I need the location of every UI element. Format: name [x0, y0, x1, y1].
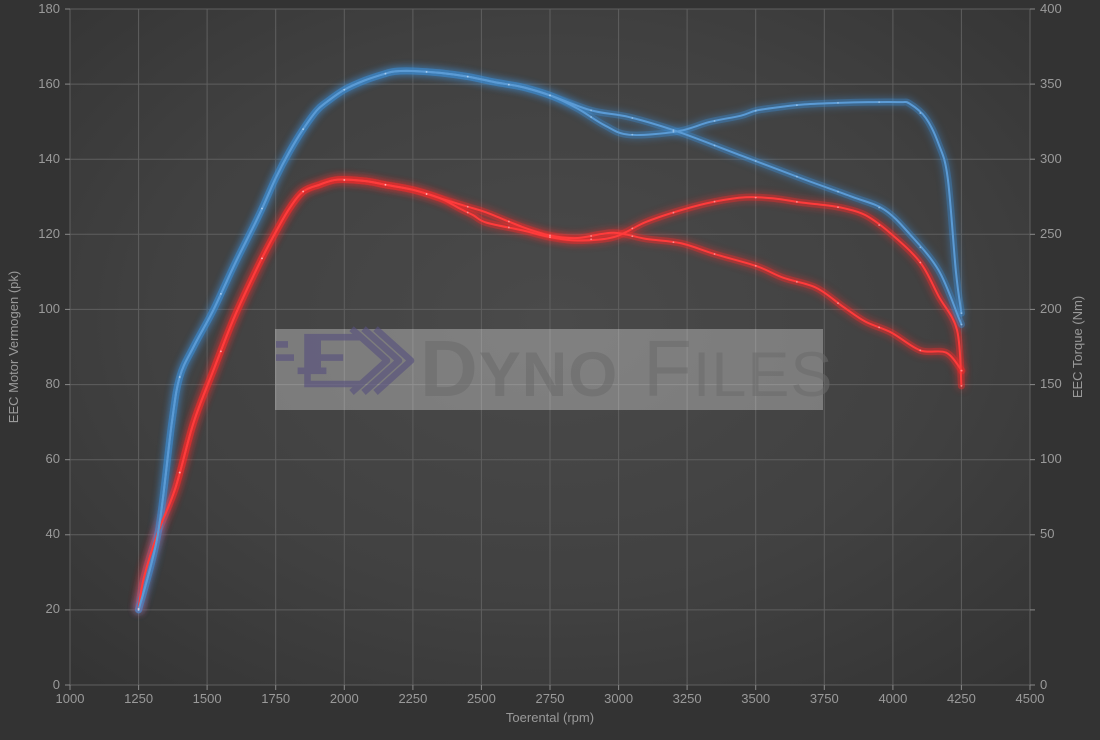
svg-text:150: 150 [1040, 376, 1062, 391]
svg-text:60: 60 [46, 451, 60, 466]
svg-text:80: 80 [46, 376, 60, 391]
svg-text:100: 100 [38, 301, 60, 316]
svg-text:3250: 3250 [673, 691, 702, 706]
svg-text:0: 0 [1040, 677, 1047, 692]
svg-text:1500: 1500 [193, 691, 222, 706]
svg-text:350: 350 [1040, 76, 1062, 91]
svg-text:3500: 3500 [741, 691, 770, 706]
svg-text:140: 140 [38, 151, 60, 166]
svg-text:200: 200 [1040, 301, 1062, 316]
svg-text:120: 120 [38, 226, 60, 241]
svg-text:4500: 4500 [1016, 691, 1045, 706]
svg-text:2000: 2000 [330, 691, 359, 706]
svg-text:2250: 2250 [398, 691, 427, 706]
svg-text:100: 100 [1040, 451, 1062, 466]
svg-text:50: 50 [1040, 526, 1054, 541]
svg-text:20: 20 [46, 601, 60, 616]
svg-text:Toerental (rpm): Toerental (rpm) [506, 710, 594, 725]
svg-text:1750: 1750 [261, 691, 290, 706]
svg-text:4250: 4250 [947, 691, 976, 706]
svg-text:1000: 1000 [56, 691, 85, 706]
svg-text:2500: 2500 [467, 691, 496, 706]
svg-text:EEC Motor Vermogen (pk): EEC Motor Vermogen (pk) [6, 271, 21, 423]
svg-text:2750: 2750 [536, 691, 565, 706]
svg-text:160: 160 [38, 76, 60, 91]
svg-text:250: 250 [1040, 226, 1062, 241]
svg-text:1250: 1250 [124, 691, 153, 706]
svg-text:4000: 4000 [878, 691, 907, 706]
svg-text:40: 40 [46, 526, 60, 541]
svg-text:0: 0 [53, 677, 60, 692]
svg-text:400: 400 [1040, 1, 1062, 16]
svg-text:EEC Torque (Nm): EEC Torque (Nm) [1070, 296, 1085, 398]
svg-text:3750: 3750 [810, 691, 839, 706]
svg-text:180: 180 [38, 1, 60, 16]
svg-text:3000: 3000 [604, 691, 633, 706]
svg-text:300: 300 [1040, 151, 1062, 166]
